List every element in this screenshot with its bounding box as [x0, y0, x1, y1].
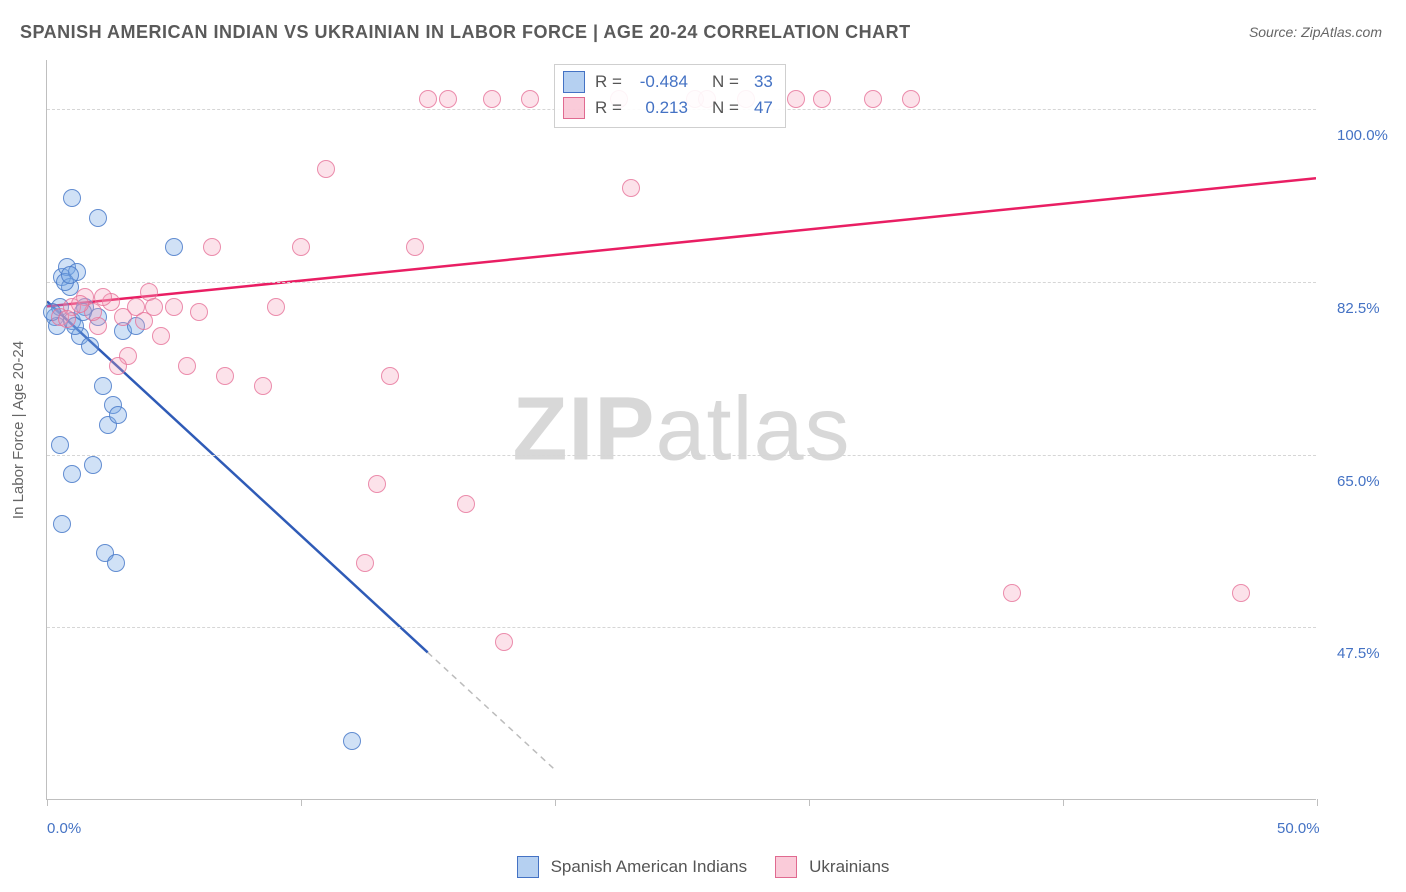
marker-pink	[58, 310, 76, 328]
marker-pink	[71, 295, 89, 313]
trend-line-blue-dashed	[428, 652, 555, 769]
trend-lines-svg	[47, 60, 1316, 799]
y-tick-label: 65.0%	[1337, 473, 1380, 490]
stats-N-value: 47	[745, 95, 773, 121]
stats-box: R =-0.484 N =33 R =0.213 N =47	[554, 64, 786, 128]
marker-pink	[406, 238, 424, 256]
marker-pink	[864, 90, 882, 108]
marker-pink	[457, 495, 475, 513]
stats-swatch	[563, 97, 585, 119]
y-tick-label: 82.5%	[1337, 300, 1380, 317]
stats-N-label: N =	[712, 95, 739, 121]
marker-pink	[216, 367, 234, 385]
legend-item-blue: Spanish American Indians	[517, 856, 748, 878]
plot-area: ZIPatlas 47.5%65.0%82.5%100.0%0.0%50.0%	[46, 60, 1316, 800]
marker-pink	[787, 90, 805, 108]
marker-pink	[495, 633, 513, 651]
marker-pink	[190, 303, 208, 321]
legend-label-pink: Ukrainians	[809, 857, 889, 877]
watermark-bold: ZIP	[512, 379, 655, 479]
source-attribution: Source: ZipAtlas.com	[1249, 24, 1382, 40]
stats-R-value: -0.484	[628, 69, 688, 95]
marker-blue	[107, 554, 125, 572]
marker-pink	[483, 90, 501, 108]
stats-R-label: R =	[595, 95, 622, 121]
gridline-h	[47, 627, 1316, 628]
marker-pink	[419, 90, 437, 108]
legend-swatch-blue	[517, 856, 539, 878]
marker-pink	[439, 90, 457, 108]
legend-item-pink: Ukrainians	[775, 856, 889, 878]
x-tick	[47, 799, 48, 806]
marker-pink	[1232, 584, 1250, 602]
marker-pink	[165, 298, 183, 316]
marker-pink	[368, 475, 386, 493]
marker-pink	[356, 554, 374, 572]
legend-swatch-pink	[775, 856, 797, 878]
marker-blue	[63, 189, 81, 207]
x-tick	[301, 799, 302, 806]
marker-blue	[84, 456, 102, 474]
marker-pink	[521, 90, 539, 108]
watermark: ZIPatlas	[512, 378, 850, 481]
marker-pink	[109, 357, 127, 375]
x-tick	[809, 799, 810, 806]
source-prefix: Source:	[1249, 24, 1301, 40]
marker-pink	[813, 90, 831, 108]
x-tick	[555, 799, 556, 806]
marker-pink	[381, 367, 399, 385]
x-tick	[1063, 799, 1064, 806]
marker-pink	[152, 327, 170, 345]
marker-blue	[343, 732, 361, 750]
stats-R-value: 0.213	[628, 95, 688, 121]
source-name: ZipAtlas.com	[1301, 24, 1382, 40]
marker-pink	[902, 90, 920, 108]
marker-blue	[63, 465, 81, 483]
legend-bottom: Spanish American Indians Ukrainians	[0, 856, 1406, 878]
x-tick-label: 0.0%	[47, 820, 81, 837]
stats-N-value: 33	[745, 69, 773, 95]
marker-pink	[267, 298, 285, 316]
y-axis-label: In Labor Force | Age 20-24	[10, 341, 27, 519]
marker-pink	[203, 238, 221, 256]
marker-blue	[81, 337, 99, 355]
marker-blue	[165, 238, 183, 256]
marker-pink	[254, 377, 272, 395]
marker-pink	[178, 357, 196, 375]
watermark-light: atlas	[655, 379, 850, 479]
stats-R-label: R =	[595, 69, 622, 95]
marker-pink	[317, 160, 335, 178]
marker-blue	[109, 406, 127, 424]
marker-blue	[89, 209, 107, 227]
x-tick	[1317, 799, 1318, 806]
stats-row: R =-0.484 N =33	[563, 69, 773, 95]
marker-blue	[51, 436, 69, 454]
marker-blue	[53, 515, 71, 533]
y-tick-label: 47.5%	[1337, 645, 1380, 662]
chart-title: SPANISH AMERICAN INDIAN VS UKRAINIAN IN …	[20, 22, 911, 43]
chart-container: SPANISH AMERICAN INDIAN VS UKRAINIAN IN …	[0, 0, 1406, 892]
stats-row: R =0.213 N =47	[563, 95, 773, 121]
stats-swatch	[563, 71, 585, 93]
y-tick-label: 100.0%	[1337, 127, 1388, 144]
marker-pink	[1003, 584, 1021, 602]
marker-pink	[292, 238, 310, 256]
x-tick-label: 50.0%	[1277, 820, 1320, 837]
trend-line-pink	[47, 178, 1316, 306]
gridline-h	[47, 455, 1316, 456]
legend-label-blue: Spanish American Indians	[551, 857, 748, 877]
marker-pink	[622, 179, 640, 197]
marker-blue	[94, 377, 112, 395]
gridline-h	[47, 282, 1316, 283]
marker-pink	[135, 312, 153, 330]
marker-blue	[61, 266, 79, 284]
stats-N-label: N =	[712, 69, 739, 95]
